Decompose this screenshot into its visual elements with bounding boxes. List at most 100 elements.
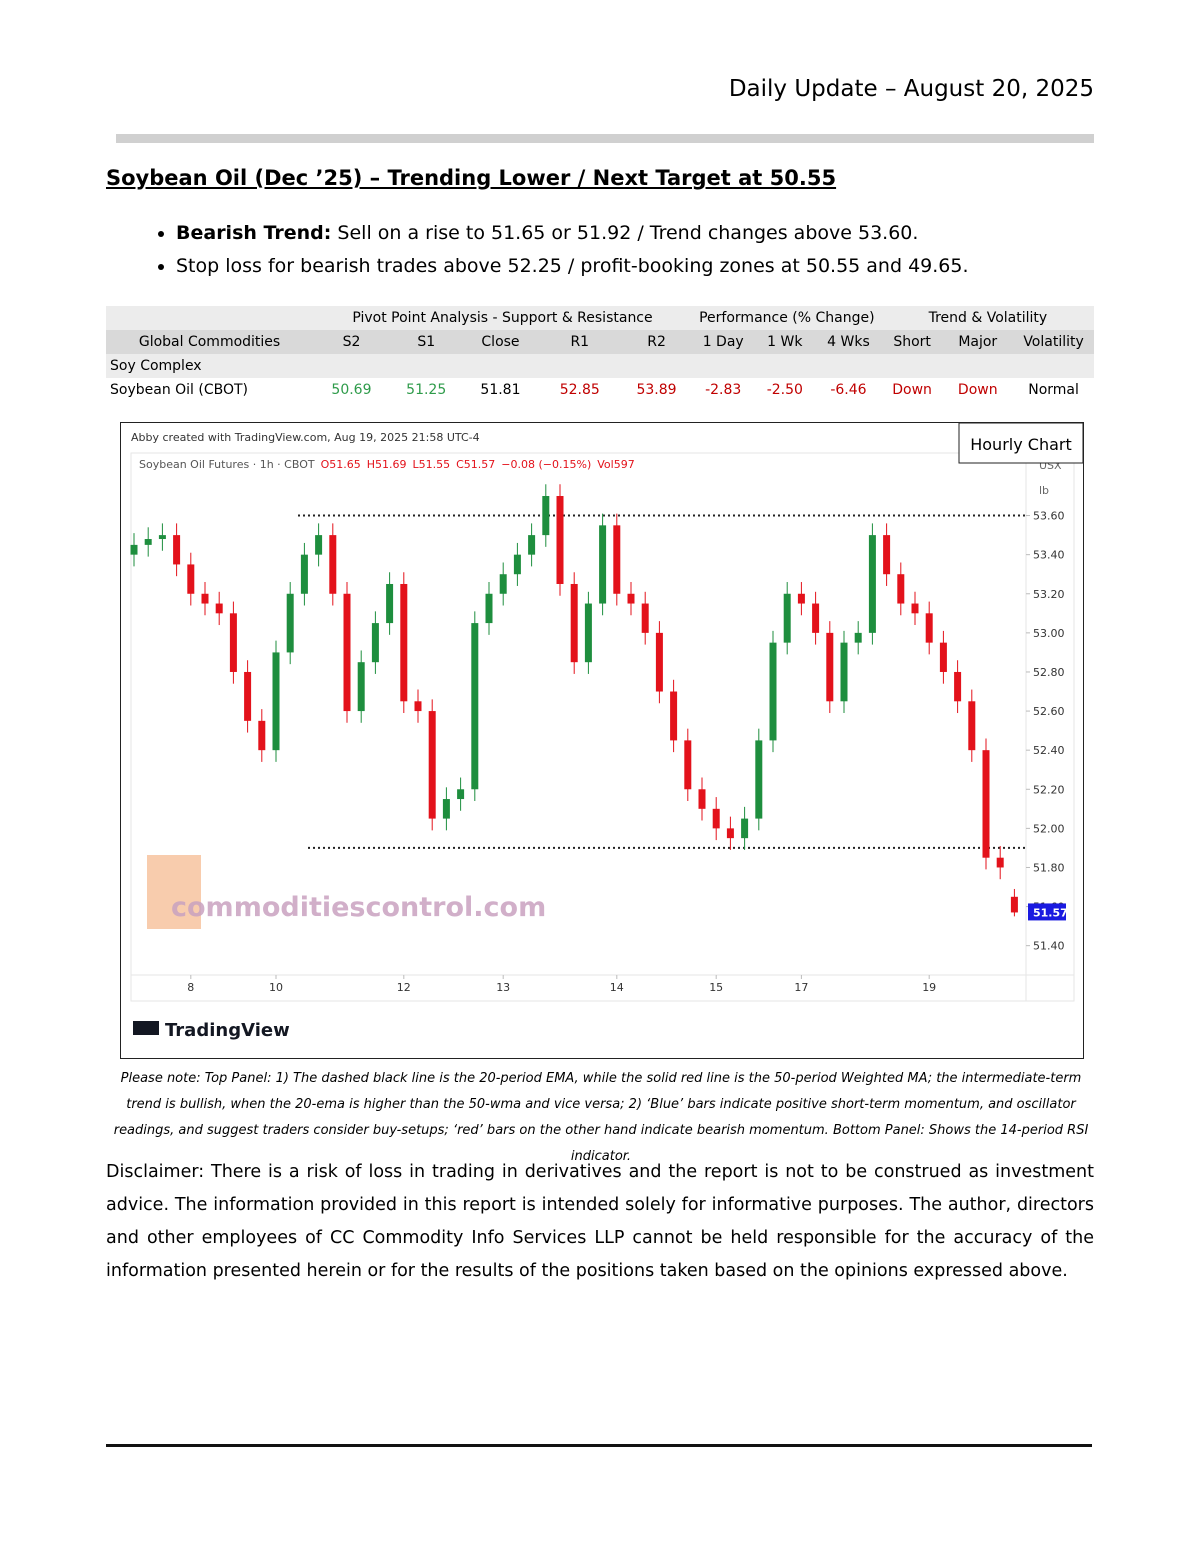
candle-body — [1010, 896, 1018, 913]
candle-body — [499, 574, 507, 594]
candle-body — [158, 535, 166, 540]
candle-body — [584, 603, 592, 663]
y-tick-label: 52.80 — [1033, 666, 1065, 679]
x-tick-label: 19 — [922, 981, 936, 994]
x-tick-label: 8 — [187, 981, 194, 994]
table-cell: Down — [957, 382, 998, 398]
candle-body — [883, 535, 891, 575]
bullet: Bearish Trend: Sell on a rise to 51.65 o… — [176, 222, 969, 244]
legend-value: C51.57 — [456, 458, 495, 471]
candle-body — [954, 671, 962, 702]
table-cell: -2.83 — [705, 382, 742, 398]
table-cell: 1 Wk — [754, 330, 816, 354]
candle-body — [528, 535, 536, 555]
watermark-logo — [147, 855, 201, 929]
table-cell — [106, 306, 314, 330]
candle-body — [130, 544, 138, 555]
divider — [116, 134, 1094, 143]
candle-body — [485, 593, 493, 624]
candle-body — [797, 593, 805, 604]
candle-body — [556, 496, 564, 584]
candle-body — [272, 652, 280, 751]
table-cell: Soy Complex — [106, 354, 1094, 378]
y-tick-label: 52.40 — [1033, 744, 1065, 757]
candle-body — [755, 740, 763, 819]
table-cell: Short — [881, 330, 943, 354]
x-tick-label: 12 — [397, 981, 411, 994]
candle-body — [471, 623, 479, 790]
last-price-box — [1028, 903, 1066, 921]
legend-value: O51.65 — [321, 458, 361, 471]
candle-body — [386, 583, 394, 624]
candle-body — [343, 593, 351, 712]
candle-body — [442, 799, 450, 819]
table-cell: Normal — [1028, 382, 1079, 398]
candle-body — [457, 789, 465, 800]
bullet: Stop loss for bearish trades above 52.25… — [176, 255, 969, 277]
last-price-label: 51.57 — [1033, 906, 1068, 919]
candle-body — [627, 593, 635, 604]
unit-label: lb — [1039, 484, 1049, 497]
candle-body — [229, 613, 237, 672]
candle-body — [542, 496, 550, 536]
candle-body — [300, 554, 308, 594]
candle-body — [925, 613, 933, 643]
table-cell: Soybean Oil (CBOT) — [110, 382, 249, 398]
candle-body — [599, 525, 607, 604]
candle-body — [513, 554, 521, 575]
table-cell: -2.50 — [766, 382, 803, 398]
candle-body — [570, 583, 578, 663]
candle-body — [698, 789, 706, 809]
candle-body — [215, 603, 223, 614]
brand: TradingView — [165, 1020, 290, 1041]
attribution: Abby created with TradingView.com, Aug 1… — [131, 431, 480, 444]
y-tick-label: 52.00 — [1033, 822, 1065, 835]
candle-body — [670, 691, 678, 741]
bullet-label: Bearish Trend: — [176, 222, 332, 244]
candle-body — [144, 539, 152, 545]
x-tick-label: 17 — [794, 981, 808, 994]
table-cell: Global Commodities — [106, 330, 314, 354]
table-cell: 51.81 — [480, 382, 521, 398]
legend-value: H51.69 — [367, 458, 407, 471]
table-cell: Close — [462, 330, 539, 354]
brand-icon — [133, 1021, 159, 1035]
legend-value: L51.55 — [413, 458, 451, 471]
table-row: Soy Complex — [106, 354, 1094, 378]
candle-body — [968, 701, 976, 751]
candle-body — [613, 525, 621, 594]
candle-body — [244, 671, 252, 721]
table-row: Pivot Point Analysis - Support & Resista… — [106, 306, 1094, 330]
candle-body — [258, 720, 266, 751]
candle-body — [655, 632, 663, 692]
candle-body — [684, 740, 692, 790]
table-cell: -6.46 — [830, 382, 867, 398]
table-cell: Volatility — [1013, 330, 1094, 354]
table-cell: S2 — [313, 330, 390, 354]
candle-body — [414, 701, 422, 712]
bullet-list: Bearish Trend: Sell on a rise to 51.65 o… — [140, 222, 969, 288]
table-cell: 52.85 — [559, 382, 600, 398]
y-tick-label: 52.60 — [1033, 705, 1065, 718]
table-cell: Major — [942, 330, 1014, 354]
candle-body — [712, 808, 720, 829]
legend-value: Vol597 — [597, 458, 634, 471]
candle-body — [897, 574, 905, 604]
candle-body — [826, 632, 834, 702]
candle-body — [329, 535, 337, 594]
candle-body — [911, 603, 919, 614]
pivot-table: Pivot Point Analysis - Support & Resista… — [106, 306, 1094, 402]
y-tick-label: 53.40 — [1033, 549, 1065, 562]
table-row: Global Commodities S2 S1 Close R1 R2 1 Day 1 Wk… — [106, 330, 1094, 354]
table-cell: 1 Day — [691, 330, 755, 354]
chart: Abby created with TradingView.com, Aug 1… — [130, 422, 1084, 1041]
candle-body — [769, 642, 777, 741]
table-cell: 51.25 — [406, 382, 447, 398]
candle-body — [868, 535, 876, 633]
candle-body — [840, 642, 848, 702]
watermark: commoditiescontrol.com — [171, 892, 546, 923]
bullet-text: Sell on a rise to 51.65 or 51.92 / Trend… — [331, 222, 919, 244]
candle-body — [357, 662, 365, 712]
candle-body — [428, 711, 436, 819]
